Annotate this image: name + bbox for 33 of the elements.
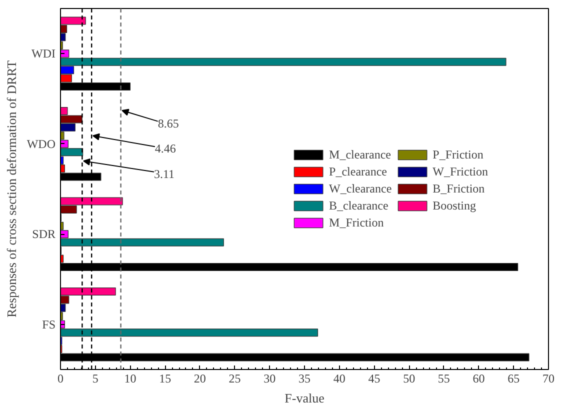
- x-tick-label: 55: [438, 372, 450, 386]
- x-tick-label: 50: [403, 372, 416, 386]
- legend-label: Boosting: [432, 198, 476, 213]
- x-tick-label: 65: [508, 372, 520, 386]
- x-tick-label: 5: [92, 372, 98, 386]
- ref-line-label: 4.46: [154, 142, 176, 156]
- legend-label: W_clearance: [329, 181, 392, 196]
- legend-label: W_Friction: [432, 164, 488, 179]
- x-tick-label: 60: [472, 372, 485, 386]
- y-tick-label: WDO: [26, 136, 56, 151]
- legend-label: M_Friction: [329, 215, 384, 230]
- legend-label: M_clearance: [329, 147, 392, 162]
- legend-label: B_Friction: [432, 181, 485, 196]
- ref-line-label: 3.11: [154, 166, 175, 181]
- y-axis-title: Responses of cross section deformation of DRRT: [4, 60, 19, 318]
- legend-label: P_Friction: [432, 147, 484, 162]
- y-tick-label: FS: [42, 317, 56, 332]
- x-tick-label: 10: [124, 372, 136, 386]
- legend-label: B_clearance: [329, 198, 388, 213]
- x-tick-label: 70: [542, 372, 554, 386]
- legend-label: P_clearance: [329, 164, 388, 179]
- x-tick-label: 40: [333, 372, 346, 386]
- x-tick-label: 35: [298, 372, 310, 386]
- x-tick-label: 30: [264, 372, 276, 386]
- y-tick-label: SDR: [32, 227, 56, 242]
- ref-line-label: 8.65: [158, 116, 179, 130]
- x-tick-label: 20: [194, 372, 206, 386]
- x-axis-title: F-value: [284, 390, 325, 406]
- x-tick-label: 15: [159, 372, 172, 386]
- y-tick-label: WDI: [32, 46, 56, 61]
- x-tick-label: 25: [228, 372, 241, 386]
- x-tick-label: 0: [58, 372, 64, 386]
- x-tick-label: 45: [368, 372, 380, 386]
